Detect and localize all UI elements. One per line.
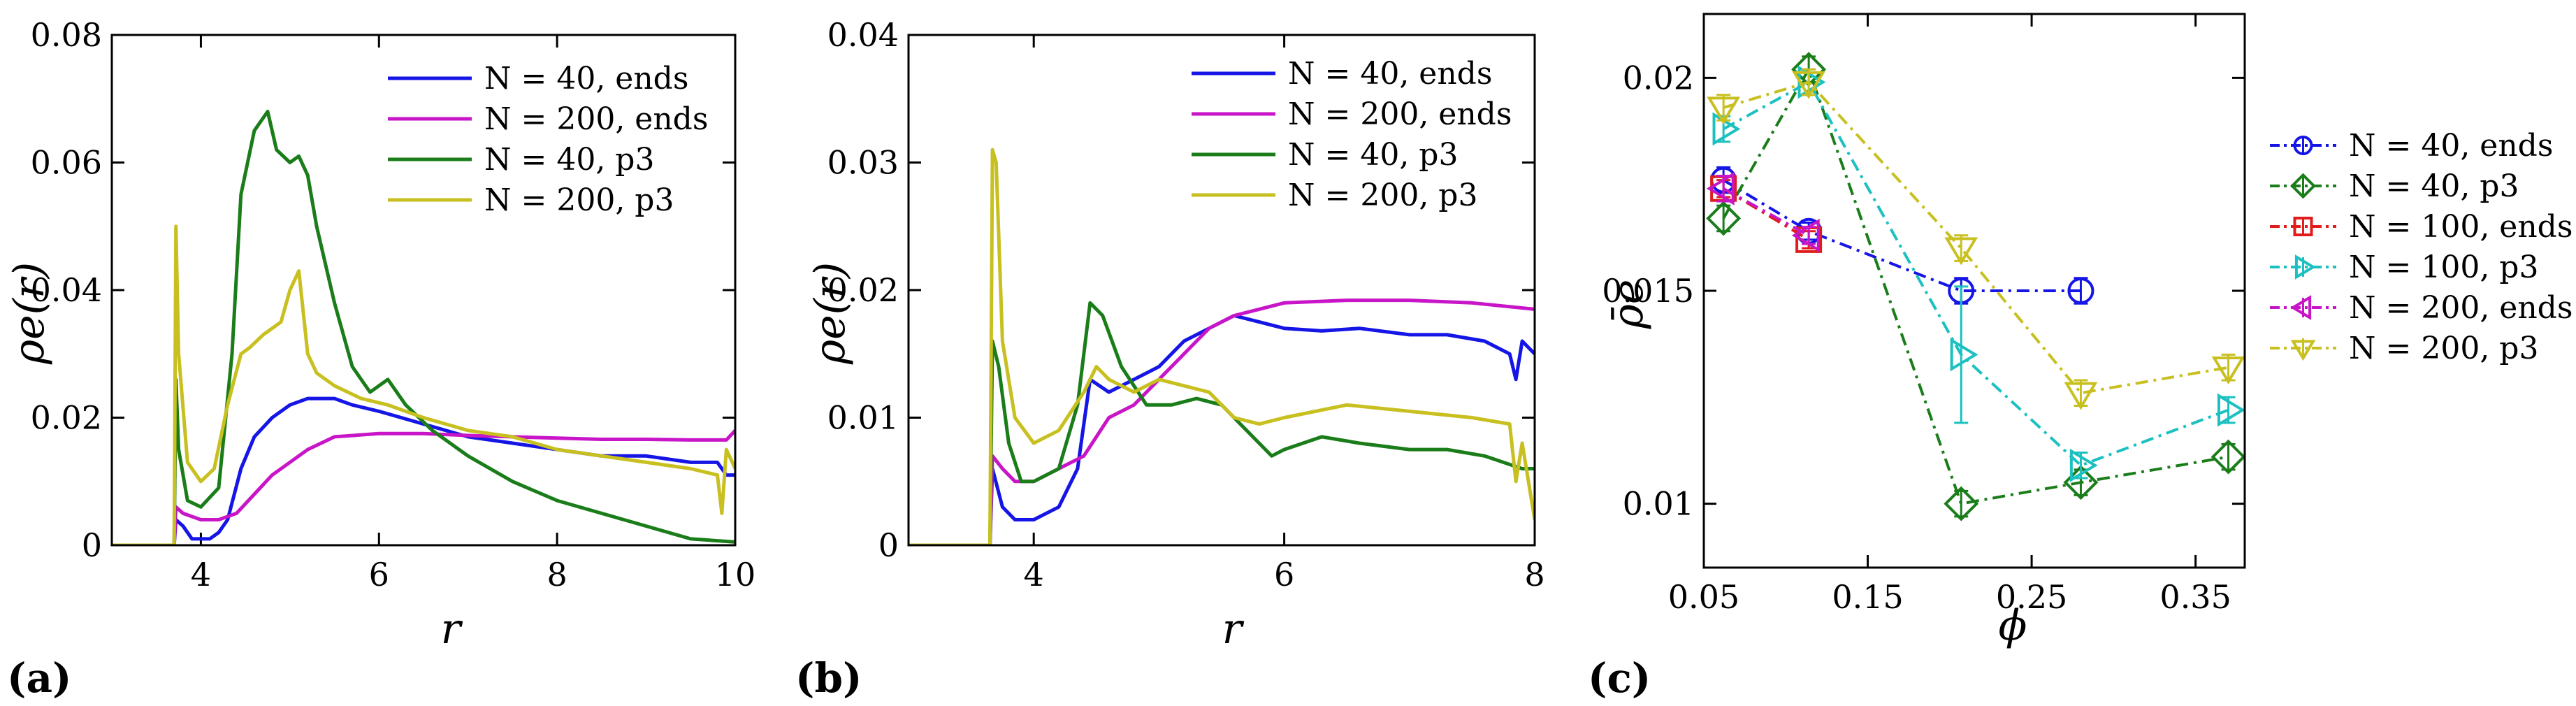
x-tick-label: 6 xyxy=(369,556,389,593)
y-tick-label: 0.02 xyxy=(31,399,102,437)
legend: N = 40, ends N = 200, ends N = 40, p3 N = 2… xyxy=(388,61,708,218)
panel-b-label: (b) xyxy=(795,654,862,702)
series-line xyxy=(112,224,735,545)
legend-marker xyxy=(2293,136,2313,155)
data-point xyxy=(2210,439,2246,475)
legend-label: N = 200, p3 xyxy=(484,182,674,218)
data-point xyxy=(1706,201,1742,236)
panel-a-line-chart: ρe(r) r (a) 4 6 8 10 0 0.02 0.04 0.06 0.08 N = 40… xyxy=(5,16,755,702)
series-line xyxy=(909,147,1535,545)
y-tick-label: 0.04 xyxy=(31,271,102,309)
x-tick-label: 0.25 xyxy=(1996,578,2067,616)
data-point xyxy=(1791,218,1820,252)
legend-label: N = 200, ends xyxy=(484,101,708,137)
data-point xyxy=(1950,338,1978,372)
y-tick-label: 0.015 xyxy=(1602,272,1694,310)
legend-marker xyxy=(2294,254,2316,280)
legend-label: N = 200, ends xyxy=(2349,290,2573,326)
data-point xyxy=(1792,71,1826,99)
x-tick-label: 4 xyxy=(1024,556,1044,593)
x-tick-label: 8 xyxy=(1524,556,1544,593)
data-point xyxy=(2217,393,2245,427)
legend-label: N = 40, p3 xyxy=(484,142,654,178)
y-tick-label: 0.01 xyxy=(827,399,899,437)
x-tick-label: 10 xyxy=(715,556,756,593)
x-tick-label: 8 xyxy=(547,556,567,593)
legend-label: N = 200, p3 xyxy=(2349,331,2538,366)
series-line xyxy=(909,298,1535,545)
x-tick-label: 4 xyxy=(191,556,211,593)
legend-label: N = 40, p3 xyxy=(2349,168,2519,204)
panel-b-ylabel: ρe(r) xyxy=(806,262,855,365)
panel-c-xlabel: ϕ xyxy=(1999,601,2027,650)
axes-frame xyxy=(1702,13,2246,569)
y-tick-label: 0 xyxy=(878,526,899,564)
series-line xyxy=(1722,66,2229,505)
series-line xyxy=(112,396,735,545)
axes-frame xyxy=(907,34,1536,547)
series-line xyxy=(1723,80,2229,468)
data-point xyxy=(1707,96,1741,125)
y-tick-label: 0.02 xyxy=(827,271,899,309)
data-point xyxy=(1944,237,1978,266)
panel-a-ylabel: ρe(r) xyxy=(5,262,54,365)
y-tick-label: 0 xyxy=(82,526,102,564)
data-point xyxy=(1706,171,1735,206)
x-tick-label: 0.35 xyxy=(2159,578,2231,616)
series-line xyxy=(1723,187,1810,241)
legend-label: N = 40, ends xyxy=(484,61,688,96)
panel-c-errorbar-chart: ρ̄e ϕ (c) 0.05 0.15 0.25 0.35 0.01 0.015 0.02 N… xyxy=(1588,13,2573,702)
y-tick-label: 0.01 xyxy=(1623,485,1694,523)
y-tick-label: 0.03 xyxy=(827,144,899,182)
series-line xyxy=(1723,178,2081,292)
legend-label: N = 100, ends xyxy=(2349,209,2573,245)
y-tick-label: 0.06 xyxy=(31,144,102,182)
axes-frame xyxy=(110,34,737,547)
legend-label: N = 100, p3 xyxy=(2349,250,2538,285)
series-line xyxy=(112,110,735,545)
x-tick-label: 0.05 xyxy=(1668,578,1739,616)
panel-b-line-chart: ρe(r) r (b) 4 6 8 0 0.01 0.02 0.03 0.04 N = 40, … xyxy=(795,16,1545,702)
panel-a-label: (a) xyxy=(7,654,71,702)
series-line xyxy=(1723,187,1810,237)
legend-label: N = 40, ends xyxy=(1288,56,1492,92)
panel-c-ylabel: ρ̄e xyxy=(1604,280,1653,330)
data-point xyxy=(2064,382,2098,410)
legend-label: N = 40, ends xyxy=(2349,128,2553,164)
series-line xyxy=(909,301,1535,545)
legend-marker xyxy=(2290,295,2312,320)
legend-marker xyxy=(2290,173,2316,199)
panel-b-xlabel: r xyxy=(1222,605,1245,654)
data-point xyxy=(2069,448,2098,482)
data-point xyxy=(2067,278,2094,304)
legend-label: N = 200, p3 xyxy=(1288,178,1477,213)
series-line xyxy=(112,429,735,545)
panel-c-label: (c) xyxy=(1588,654,1651,702)
legend: N = 40, ends N = 200, ends N = 40, p3 N = 2… xyxy=(1192,56,1512,213)
legend-label: N = 200, ends xyxy=(1288,96,1512,132)
data-point xyxy=(1712,112,1741,146)
y-tick-label: 0.02 xyxy=(1623,59,1694,96)
legend-marker xyxy=(2290,340,2316,361)
data-point xyxy=(1944,486,1979,521)
series-line xyxy=(909,314,1535,545)
x-tick-label: 6 xyxy=(1274,556,1294,593)
legend-label: N = 40, p3 xyxy=(1288,137,1458,173)
legend: N = 40, ends N = 40, p3 N = 100, ends N = 1… xyxy=(2270,128,2573,366)
panel-a-xlabel: r xyxy=(441,605,463,654)
series-line xyxy=(1723,80,2229,395)
y-tick-label: 0.04 xyxy=(827,16,899,54)
y-tick-label: 0.08 xyxy=(31,16,102,54)
data-point xyxy=(2211,356,2245,384)
x-tick-label: 0.15 xyxy=(1832,578,1903,616)
legend-marker xyxy=(2293,217,2313,236)
